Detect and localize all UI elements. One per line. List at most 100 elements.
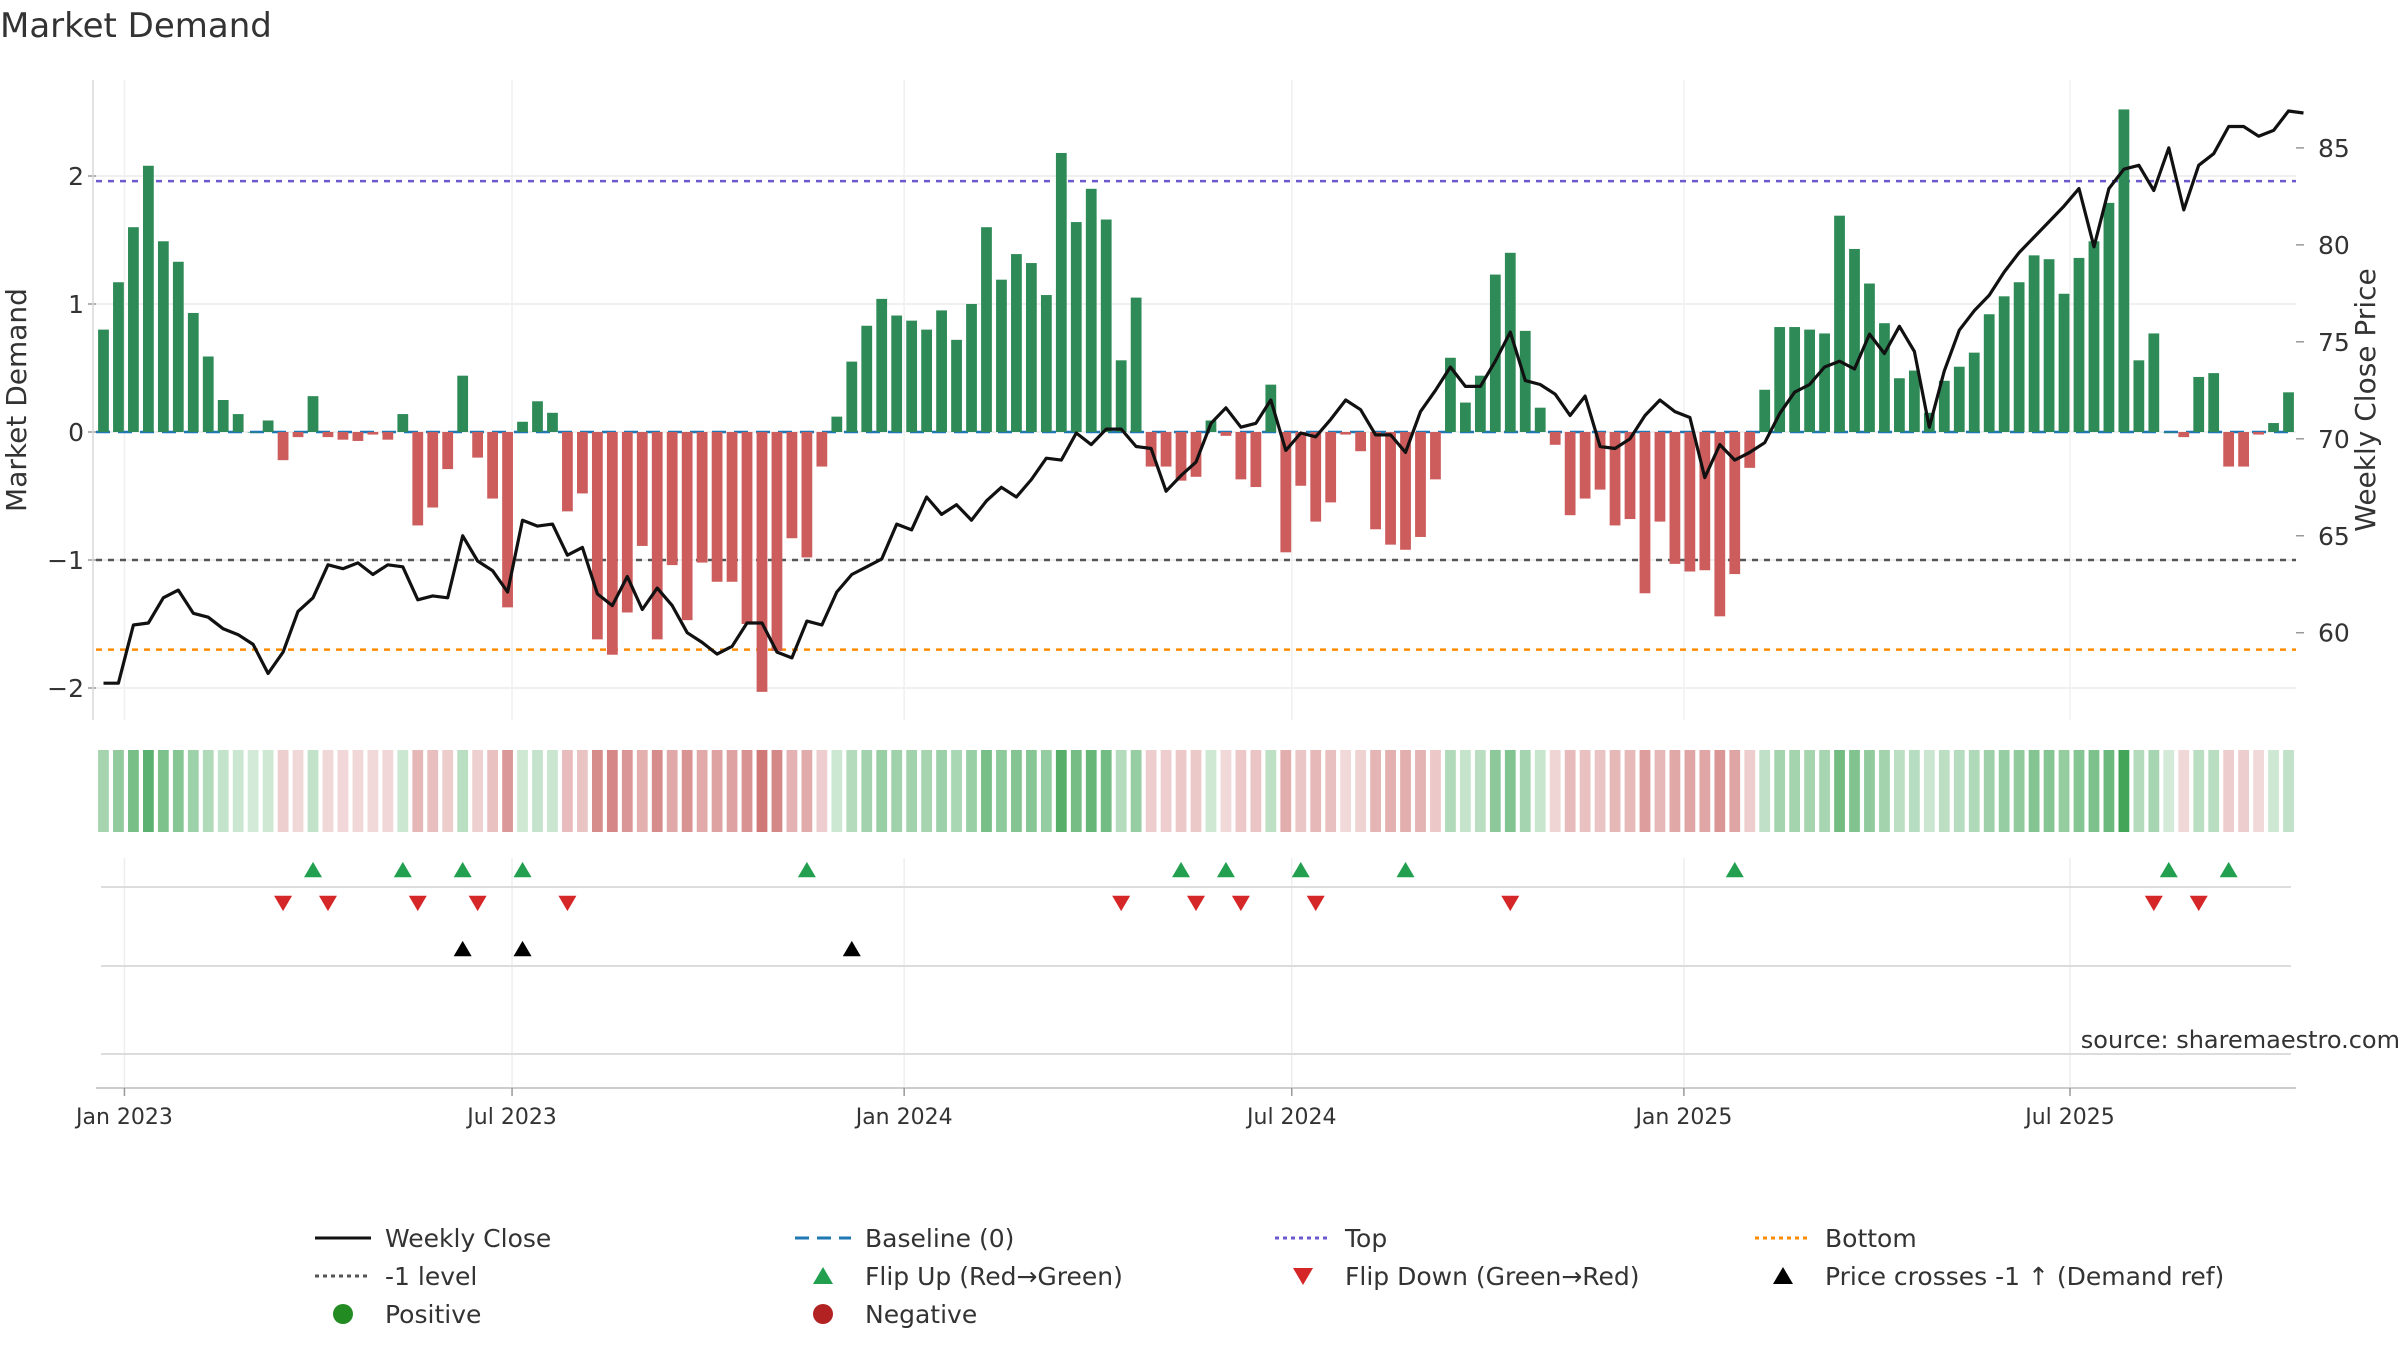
demand-bar	[816, 432, 828, 467]
heat-cell	[1190, 750, 1202, 832]
x-tick-label: Jul 2023	[465, 1105, 557, 1130]
demand-bar	[367, 432, 379, 435]
demand-bar	[936, 310, 947, 432]
flip-down-marker	[408, 895, 427, 912]
heat-cell	[1235, 750, 1247, 832]
demand-bar	[1819, 333, 1830, 432]
heat-cell	[1879, 750, 1890, 832]
legend-label: Price crosses -1 ↑ (Demand ref)	[1825, 1262, 2224, 1291]
heat-cell	[337, 750, 349, 832]
heat-cell	[1205, 750, 1217, 832]
demand-bar	[906, 320, 918, 432]
demand-bar	[337, 432, 349, 440]
x-tick-label: Jan 2024	[854, 1105, 953, 1130]
legend-label: Flip Down (Green→Red)	[1345, 1262, 1640, 1291]
heat-cell	[1025, 750, 1037, 832]
heat-cell	[1355, 750, 1367, 832]
demand-bar	[666, 432, 678, 566]
demand-bar	[1864, 283, 1875, 432]
heat-cell	[1609, 750, 1621, 832]
y2-axis-label: Weekly Close Price	[2349, 268, 2382, 531]
heat-cell	[322, 750, 334, 832]
heat-cell	[2208, 750, 2220, 832]
heat-cell	[217, 750, 229, 832]
heat-cell	[1549, 750, 1561, 832]
demand-bar	[1040, 295, 1052, 432]
heat-cell	[367, 750, 379, 832]
demand-bar	[247, 432, 259, 433]
demand-bar	[996, 279, 1007, 432]
y-tick-label: −1	[47, 546, 84, 575]
legend-swatch-dot	[333, 1304, 353, 1324]
heat-cell	[1100, 750, 1112, 832]
heat-cell	[547, 750, 558, 832]
axes: −2 −1 0 1 2 60 65 70 75 80 85	[47, 80, 2350, 720]
heat-cell	[2013, 750, 2025, 832]
flip-down-marker	[1187, 895, 1205, 912]
heat-cell	[711, 750, 723, 832]
heat-cell	[966, 750, 977, 832]
demand-heat-strip	[98, 750, 2294, 832]
legend-swatch-dot	[813, 1304, 833, 1324]
y-tick-label: 2	[68, 162, 84, 191]
flip-down-marker	[1112, 895, 1131, 912]
heat-cell	[1430, 750, 1441, 832]
legend-label: Bottom	[1825, 1224, 1917, 1253]
heat-cell	[2223, 750, 2235, 832]
heat-cell	[232, 750, 244, 832]
demand-bar	[1070, 222, 1082, 432]
demand-bar	[2133, 360, 2145, 432]
heat-cell	[651, 750, 663, 832]
x-tick-label: Jul 2024	[1245, 1105, 1337, 1130]
y2-tick-label: 60	[2318, 619, 2350, 648]
demand-bar	[202, 356, 214, 432]
demand-bar	[532, 401, 543, 432]
demand-bar	[1115, 360, 1127, 432]
demand-bar	[1579, 432, 1591, 499]
demand-bar	[217, 400, 229, 432]
y-tick-label: 0	[68, 418, 84, 447]
demand-bar	[1415, 432, 1426, 537]
heat-cell	[681, 750, 693, 832]
source-note: source: sharemaestro.com	[2081, 1026, 2400, 1054]
demand-bar	[681, 432, 693, 621]
flip-down-marker	[1501, 895, 1520, 912]
heat-cell	[1654, 750, 1666, 832]
flip-down-marker	[2189, 895, 2208, 912]
demand-bar	[1654, 432, 1666, 522]
demand-bar	[771, 432, 783, 651]
heat-cell	[1489, 750, 1501, 832]
demand-bar	[2088, 241, 2100, 432]
demand-bar	[1804, 329, 1815, 432]
x-tick-label: Jan 2025	[1633, 1105, 1732, 1130]
legend-label: Negative	[865, 1300, 977, 1329]
demand-bar	[1789, 327, 1801, 432]
heat-cell	[1849, 750, 1860, 832]
demand-bar	[1340, 432, 1352, 435]
legend-label: Top	[1344, 1224, 1387, 1253]
demand-bar	[1729, 432, 1741, 575]
demand-bar	[2103, 202, 2115, 432]
heat-cell	[2253, 750, 2264, 832]
demand-bar	[2268, 423, 2279, 432]
heat-cell	[1669, 750, 1681, 832]
demand-bar	[2058, 293, 2070, 432]
flip-down-marker	[1231, 895, 1250, 912]
heat-cell	[1894, 750, 1905, 832]
heat-cell	[1624, 750, 1636, 832]
demand-bar	[1938, 380, 1950, 432]
demand-bar	[1669, 432, 1681, 564]
demand-bar	[1055, 152, 1067, 432]
heat-cell	[1804, 750, 1815, 832]
heat-cell	[1908, 750, 1920, 832]
heat-cell	[1070, 750, 1082, 832]
demand-bar	[951, 339, 962, 432]
x-tick-label: Jul 2025	[2023, 1105, 2115, 1130]
demand-bar	[1968, 352, 1980, 432]
heat-cell	[1983, 750, 1995, 832]
heat-cell	[2163, 750, 2175, 832]
heat-cell	[1370, 750, 1381, 832]
heat-cell	[2238, 750, 2250, 832]
demand-bar	[1774, 327, 1786, 432]
legend-item: Price crosses -1 ↑ (Demand ref)	[1773, 1262, 2224, 1291]
